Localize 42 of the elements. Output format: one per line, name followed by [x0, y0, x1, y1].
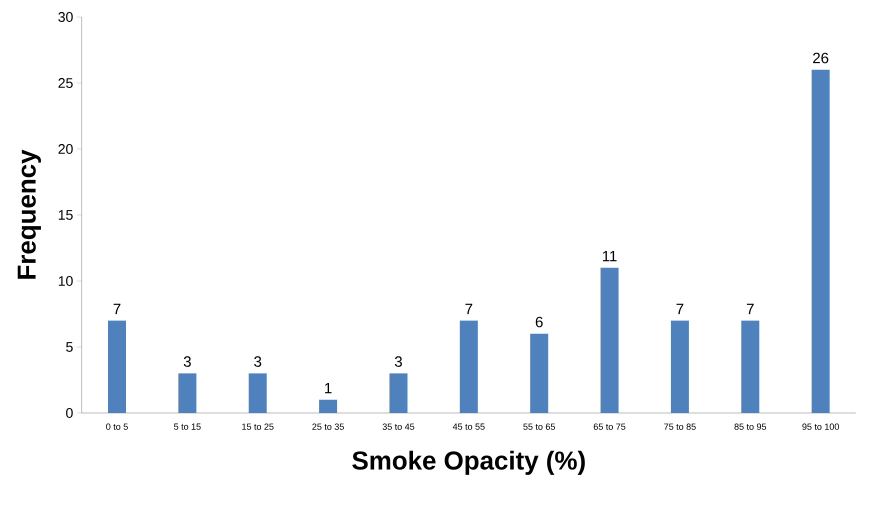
- x-tick-label: 5 to 15: [174, 424, 201, 430]
- y-tick-label: 0: [66, 408, 73, 418]
- x-tick-label: 25 to 35: [312, 424, 344, 430]
- data-label: 1: [325, 383, 332, 394]
- x-tick-label: 45 to 55: [452, 424, 485, 430]
- x-tick-label: 35 to 45: [382, 424, 414, 430]
- x-tick-label: 0 to 5: [106, 424, 128, 430]
- bar: [741, 320, 760, 413]
- y-tick-label: 25: [58, 78, 73, 88]
- y-tick-label: 20: [58, 144, 73, 154]
- data-label: 26: [813, 52, 828, 64]
- x-tick-label: 55 to 65: [523, 424, 556, 430]
- x-tick-label: 85 to 95: [734, 424, 766, 430]
- bar: [530, 334, 548, 413]
- bar: [812, 70, 830, 413]
- y-tick-label: 5: [66, 342, 73, 352]
- data-label: 3: [184, 356, 191, 367]
- bar: [670, 320, 689, 413]
- data-label: 3: [254, 356, 262, 367]
- x-tick-label: 75 to 85: [664, 424, 696, 430]
- x-tick-label: 15 to 25: [242, 424, 274, 430]
- y-tick-label: 10: [58, 276, 73, 286]
- bar: [108, 320, 126, 413]
- data-label: 7: [465, 304, 472, 314]
- y-axis-title: Frequency: [18, 150, 41, 279]
- y-tick-label: 15: [58, 210, 73, 220]
- data-label: 7: [746, 304, 754, 314]
- x-axis-title: Smoke Opacity (%): [352, 450, 585, 475]
- bar: [460, 320, 478, 413]
- bar: [389, 373, 408, 413]
- data-label: 7: [676, 304, 684, 314]
- bar: [248, 373, 267, 413]
- bar: [178, 373, 196, 413]
- x-tick-label: 65 to 75: [594, 424, 626, 430]
- data-label: 7: [114, 304, 120, 314]
- data-label: 6: [536, 316, 543, 328]
- x-tick-label: 95 to 100: [802, 424, 839, 430]
- bar: [319, 400, 338, 413]
- data-label: 3: [394, 356, 402, 367]
- y-tick-label: 30: [58, 12, 73, 22]
- data-label: 11: [602, 251, 617, 262]
- bar: [600, 268, 619, 413]
